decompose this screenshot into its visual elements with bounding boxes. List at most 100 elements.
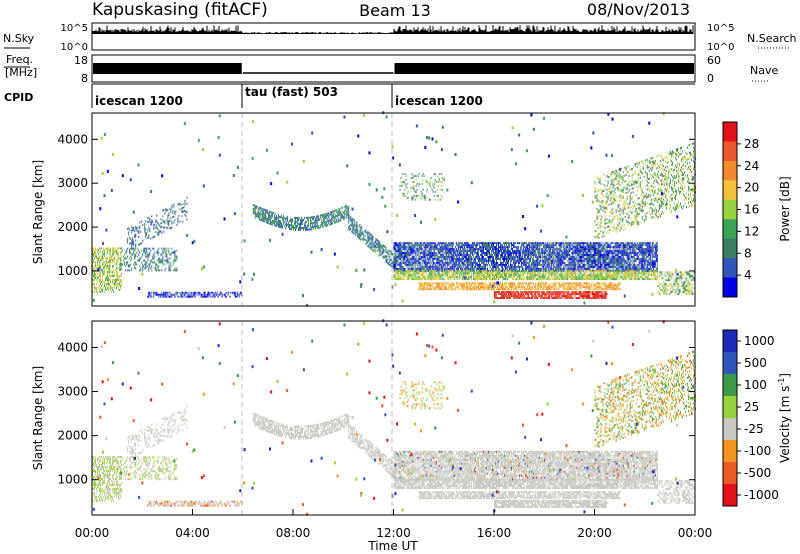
power-cell	[578, 261, 580, 264]
power-cell	[397, 269, 399, 272]
power-cell	[146, 247, 148, 250]
power-cell	[495, 254, 497, 256]
power-cell	[264, 218, 266, 221]
power-cell	[538, 252, 540, 255]
power-cell	[112, 288, 114, 291]
power-cell	[211, 295, 213, 298]
power-cell	[312, 224, 314, 227]
power-cell	[131, 245, 133, 248]
power-cell	[591, 261, 593, 264]
power-cell	[409, 242, 411, 245]
power-cell	[487, 246, 489, 249]
power-cell	[274, 218, 276, 221]
power-cell	[158, 247, 160, 250]
power-cell	[148, 263, 150, 266]
power-cell	[323, 217, 325, 220]
power-cell	[313, 227, 315, 230]
power-cell	[118, 251, 120, 254]
power-cell	[271, 213, 273, 216]
power-cell	[303, 227, 305, 229]
power-cell	[612, 263, 614, 266]
power-cell	[466, 250, 468, 253]
power-cell	[106, 257, 108, 260]
power-cell	[450, 261, 452, 264]
power-cell	[129, 269, 131, 272]
power-cell	[569, 261, 571, 264]
power-cell	[281, 218, 283, 221]
power-cell	[486, 255, 488, 258]
power-cell	[203, 293, 205, 296]
power-cell	[508, 244, 510, 247]
power-cell	[539, 259, 541, 262]
power-cell	[170, 265, 172, 268]
power-cell	[449, 252, 451, 255]
power-cell	[495, 261, 497, 264]
power-cell	[432, 254, 434, 256]
freq-left-tick-top: 18	[74, 54, 88, 67]
power-cell	[458, 242, 460, 245]
power-cell	[515, 252, 517, 255]
power-cell	[459, 252, 461, 255]
power-cell	[383, 250, 385, 253]
power-cell	[133, 247, 135, 250]
power-cell	[175, 259, 177, 262]
power-cell	[516, 246, 518, 249]
power-cell	[164, 249, 166, 252]
power-cell	[223, 293, 225, 296]
power-cell	[161, 221, 163, 224]
power-cell	[598, 246, 600, 249]
power-cell	[424, 244, 426, 247]
power-cell	[554, 244, 556, 247]
power-cell	[502, 244, 504, 247]
noise-panel: N.Sky 10^5 10^0 10^5 10^0 N.Search	[3, 22, 797, 53]
power-cell	[452, 254, 454, 256]
power-cell	[147, 217, 149, 220]
power-cell	[506, 244, 508, 247]
power-cell	[519, 250, 521, 253]
power-cell	[567, 246, 569, 249]
power-cell	[256, 215, 258, 218]
power-cell	[594, 259, 596, 262]
power-cell	[440, 263, 442, 266]
power-cell	[290, 224, 292, 227]
power-cell	[398, 246, 400, 249]
power-cell	[378, 240, 380, 243]
power-cell	[497, 252, 499, 255]
power-cell	[610, 257, 612, 260]
power-cell	[533, 246, 535, 249]
power-cell	[261, 213, 263, 216]
power-cell	[145, 253, 147, 256]
power-cell	[469, 248, 471, 251]
power-cell	[481, 261, 483, 264]
power-cell	[611, 259, 613, 262]
power-cell	[486, 259, 488, 262]
power-cell	[404, 252, 406, 255]
power-cell	[592, 242, 594, 245]
power-cell	[526, 242, 528, 245]
power-cell	[451, 257, 453, 260]
power-cell	[529, 246, 531, 249]
power-cell	[173, 261, 175, 264]
power-cell	[111, 286, 113, 289]
power-cell	[194, 291, 196, 294]
power-cell	[252, 209, 254, 212]
power-cell	[343, 218, 345, 220]
power-cell	[491, 254, 493, 256]
power-cell	[490, 261, 492, 264]
power-cell	[480, 248, 482, 251]
power-cell	[421, 244, 423, 247]
power-cell	[516, 259, 518, 262]
power-cell	[134, 267, 136, 270]
power-cell	[289, 220, 291, 223]
power-cell	[459, 263, 461, 266]
power-cell	[131, 243, 133, 246]
power-cell	[175, 210, 177, 213]
power-cell	[375, 243, 377, 246]
power-cell	[500, 259, 502, 262]
power-cell	[168, 247, 170, 250]
power-cell	[563, 257, 565, 260]
power-cell	[361, 233, 363, 236]
power-cell	[278, 219, 280, 222]
power-cell	[121, 259, 123, 262]
power-cell	[587, 252, 589, 255]
